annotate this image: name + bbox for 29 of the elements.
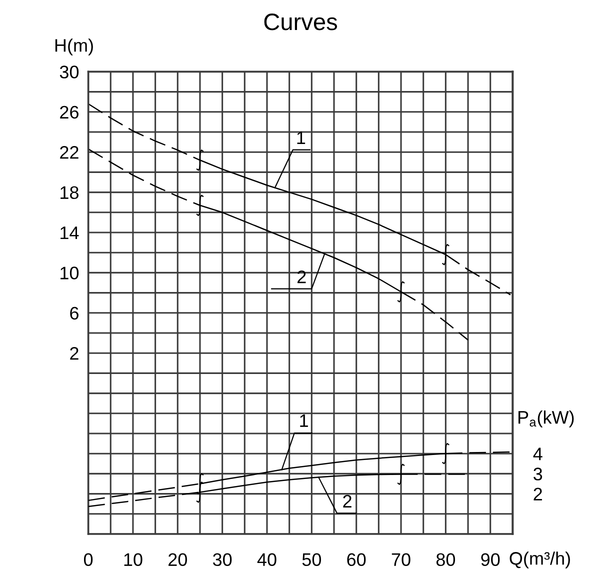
x-tick-label: 40 (257, 553, 276, 566)
y-tick-label: 2 (70, 347, 78, 360)
y2-axis-title: P$_{a}$(kW) (518, 410, 574, 428)
x-tick-label: 50 (302, 553, 322, 566)
y-tick-label: 22 (60, 146, 78, 159)
x-tick-label: 80 (436, 553, 456, 566)
y-tick-label: 18 (60, 186, 78, 200)
series-label: 2 (343, 494, 352, 508)
y-tick-label: 10 (60, 266, 79, 280)
y-tick-label: 6 (70, 306, 78, 320)
y-tick-label: 26 (60, 106, 78, 119)
chart-title: Curves (264, 14, 338, 30)
y-axis-title: H(m) (55, 38, 93, 56)
x-tick-label: 70 (392, 553, 410, 566)
series-label: 2 (298, 270, 306, 284)
y-tick-label: 30 (60, 66, 79, 78)
y2-tick-label: 2 (534, 488, 542, 500)
x-tick-label: 10 (124, 553, 142, 566)
text: 1 (300, 414, 308, 427)
y2-tick-label: 4 (533, 448, 542, 460)
y-tick-label: 14 (60, 226, 79, 240)
x-tick-label: 30 (212, 553, 232, 566)
x-tick-label: 90 (481, 553, 500, 566)
x-axis-title: Q(m³/h) (510, 552, 570, 568)
x-tick-label: 0 (84, 553, 93, 566)
y2-tick-label: 3 (534, 468, 542, 480)
text: 1 (297, 132, 306, 144)
x-tick-label: 20 (168, 553, 187, 566)
x-tick-label: 60 (347, 553, 366, 566)
